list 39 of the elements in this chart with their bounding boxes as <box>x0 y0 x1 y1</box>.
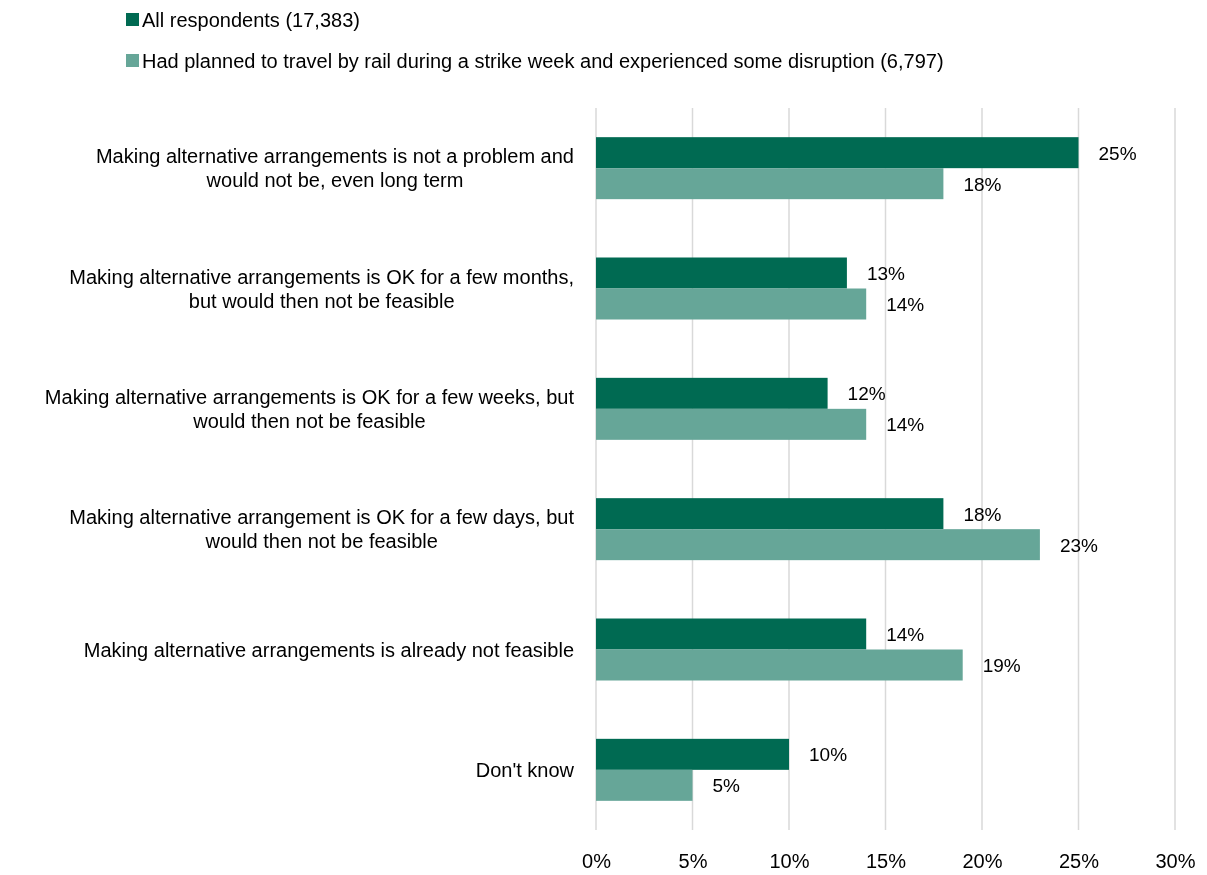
x-tick-label: 30% <box>1155 850 1196 873</box>
data-label: 12% <box>847 383 886 405</box>
bar <box>596 649 963 681</box>
y-tick-label: Making alternative arrangements is already not feasible <box>83 638 574 661</box>
x-tick-label: 20% <box>962 850 1003 873</box>
x-tick-label: 0% <box>582 850 612 873</box>
data-label: 13% <box>866 263 906 284</box>
x-tick-label: 5% <box>678 850 708 873</box>
legend-label: All respondents (17,383) <box>142 9 360 31</box>
data-label: 14% <box>886 294 925 315</box>
bar <box>596 288 867 320</box>
legend-label: Had planned to travel by rail during a strike week and experienced some disruption (6,797) <box>142 50 944 72</box>
bar <box>596 257 847 289</box>
y-tick-label: Making alternative arrangements is OK for a few weeks, but would then not be feasible <box>44 385 575 432</box>
data-label: 14% <box>886 414 925 436</box>
bar <box>596 168 944 200</box>
data-label: 19% <box>982 655 1021 676</box>
x-tick-label: 25% <box>1058 850 1100 873</box>
x-tick-label: 15% <box>865 850 907 873</box>
bar <box>596 769 693 801</box>
bar <box>596 498 944 530</box>
data-label: 5% <box>712 775 741 797</box>
y-tick-label: Making alternative arrangements is not a problem and would not be, even long term <box>95 145 574 192</box>
y-tick-label: Making alternative arrangement is OK for a few days, but would then not be feasible <box>69 506 575 553</box>
data-label: 14% <box>886 624 925 645</box>
y-tick-label: Don't know <box>475 758 575 781</box>
y-tick-label: Making alternative arrangements is OK for a few months, but would then not be feasible <box>69 265 574 312</box>
data-label: 25% <box>1098 142 1137 164</box>
data-label: 18% <box>963 503 1002 525</box>
bar <box>596 408 867 440</box>
data-label: 23% <box>1059 534 1099 556</box>
bar <box>596 738 789 770</box>
data-label: 18% <box>963 173 1002 195</box>
x-tick-label: 10% <box>769 850 810 873</box>
data-label: 10% <box>809 744 848 766</box>
bar <box>596 529 1040 561</box>
bar <box>596 618 867 650</box>
bar <box>596 377 828 409</box>
bar <box>596 137 1079 169</box>
